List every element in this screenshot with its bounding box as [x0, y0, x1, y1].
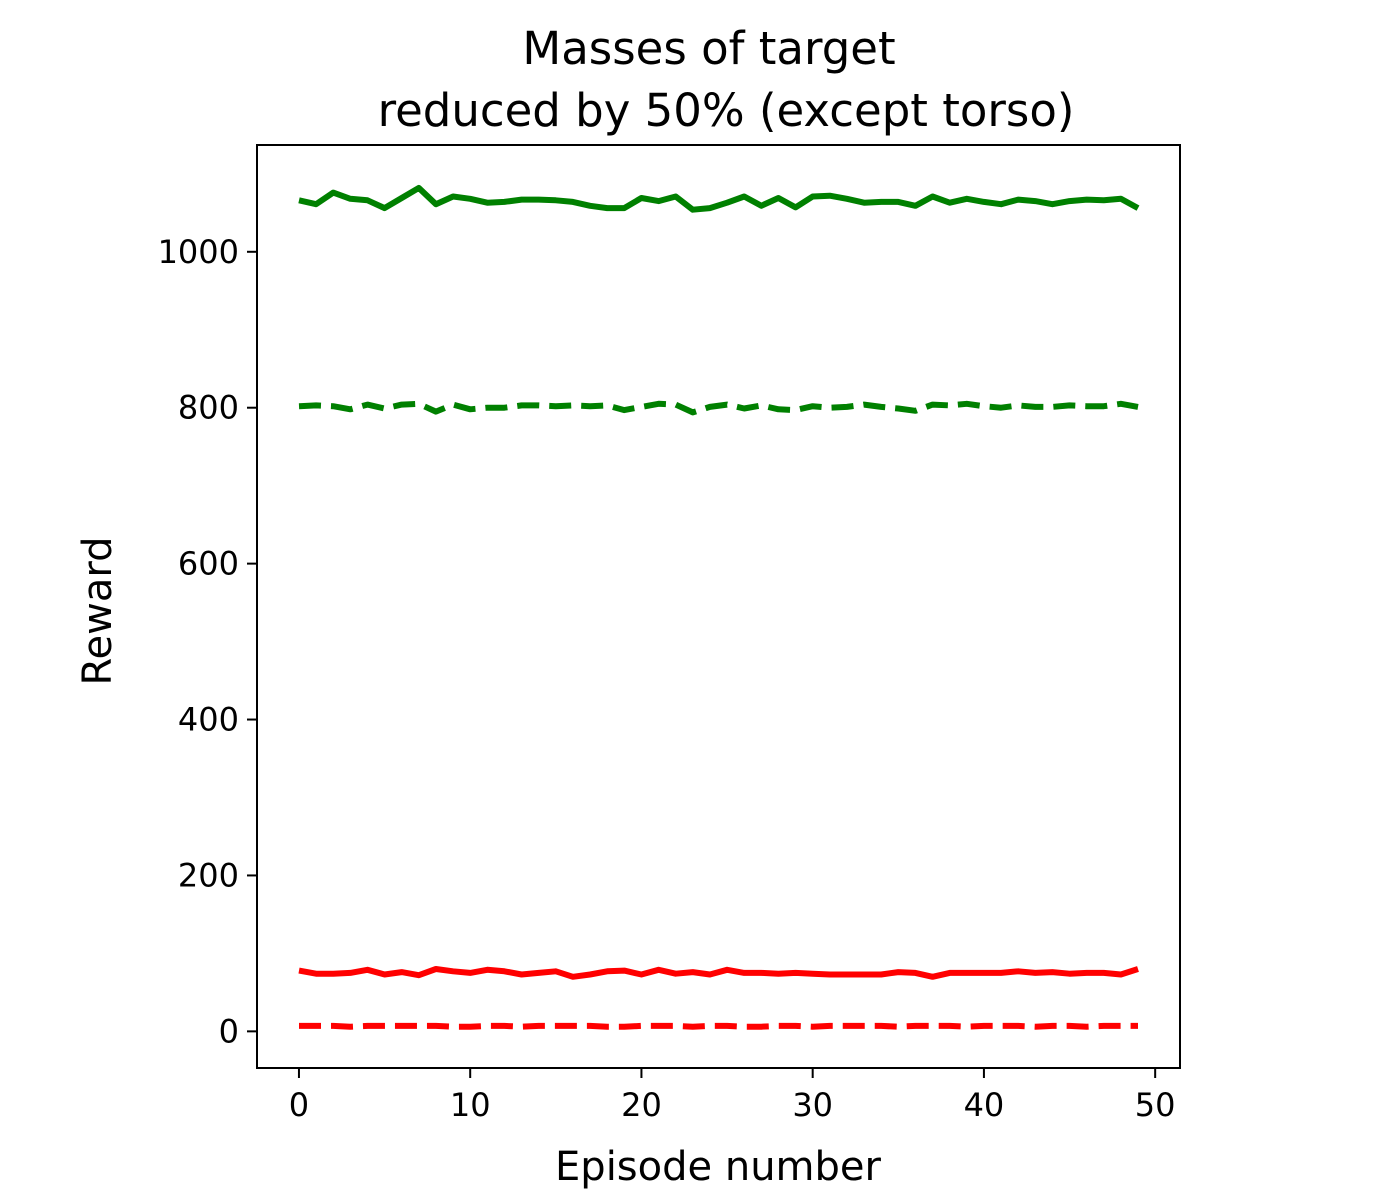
x-tick-label: 20 — [621, 1086, 662, 1124]
tick-layer: 0 10 20 30 40 50 0 200 400 600 800 1000 — [158, 233, 1176, 1124]
x-tick-label: 40 — [964, 1086, 1005, 1124]
series-line-4 — [299, 1022, 1138, 1030]
series-line-1 — [298, 184, 1140, 213]
y-tick-label: 600 — [178, 545, 239, 583]
y-tick-label: 200 — [178, 856, 239, 894]
x-axis-label: Episode number — [555, 1144, 881, 1190]
chart-title-line-1: Masses of target — [522, 22, 895, 75]
series-line-3 — [298, 966, 1139, 980]
chart-title-line-2: reduced by 50% (except torso) — [378, 84, 1075, 137]
x-tick-label: 50 — [1135, 1086, 1176, 1124]
y-tick-label: 400 — [178, 701, 239, 739]
x-tick-label: 10 — [450, 1086, 491, 1124]
x-tick-label: 30 — [792, 1086, 833, 1124]
x-tick-label: 0 — [289, 1086, 309, 1124]
y-axis-label: Reward — [75, 537, 121, 686]
plot-frame — [256, 144, 1181, 1069]
y-tick-label: 800 — [178, 389, 239, 427]
series-line-2 — [298, 400, 1139, 416]
y-tick-label: 0 — [219, 1012, 239, 1050]
y-tick-label: 1000 — [158, 233, 239, 271]
series-layer — [298, 184, 1140, 1030]
